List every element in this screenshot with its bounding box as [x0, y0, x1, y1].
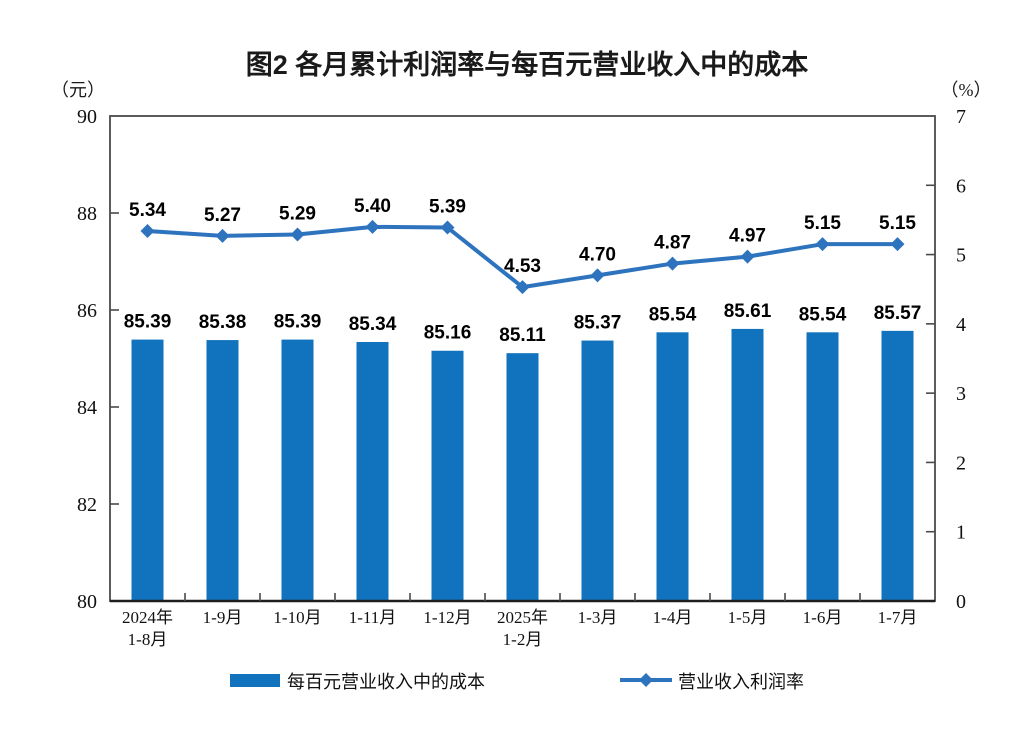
x-category-label: 1-9月: [203, 608, 243, 627]
right-axis-tick-label: 2: [956, 452, 966, 474]
x-category-label: 2025年: [497, 608, 548, 627]
right-axis-tick-label: 5: [956, 245, 966, 267]
right-axis-unit-label: （%）: [941, 80, 992, 100]
bar-value-label: 85.16: [424, 323, 472, 344]
bar-value-label: 85.11: [499, 325, 546, 346]
line-value-label: 4.53: [504, 256, 541, 277]
cost-bar: [731, 328, 764, 601]
diamond-marker-icon: [665, 256, 680, 271]
legend-item-cost: 每百元营业收入中的成本: [230, 672, 485, 692]
line-value-label: 5.34: [129, 200, 166, 221]
line-value-label: 5.27: [204, 205, 241, 226]
bar-value-label: 85.39: [274, 312, 322, 333]
diamond-marker-icon: [290, 227, 305, 242]
legend-label-cost: 每百元营业收入中的成本: [287, 672, 485, 692]
cost-bar: [281, 339, 314, 601]
diamond-marker-icon: [440, 220, 455, 235]
line-value-label: 4.97: [729, 226, 766, 247]
x-category-label: 2024年: [122, 608, 173, 627]
cost-bar: [131, 339, 164, 601]
x-category-label: 1-2月: [503, 630, 543, 649]
x-category-label: 1-7月: [878, 608, 918, 627]
left-axis-tick-label: 82: [77, 494, 97, 516]
chart-title: 图2 各月累计利润率与每百元营业收入中的成本: [246, 49, 809, 80]
bar-value-label: 85.38: [199, 312, 247, 333]
x-category-label: 1-6月: [803, 608, 843, 627]
line-value-label: 5.15: [879, 213, 916, 234]
plot-area: 85.39 85.38 85.39 85.34 85.16 85.11 85.37 85.54…: [77, 106, 966, 649]
left-axis-unit-label: （元）: [51, 80, 105, 100]
right-axis-tick-label: 1: [956, 522, 966, 544]
diamond-marker-icon: [890, 237, 905, 252]
x-category-label: 1-12月: [423, 608, 471, 627]
x-category-label: 1-3月: [578, 608, 618, 627]
left-axis-tick-label: 90: [77, 106, 97, 128]
cost-bar: [881, 330, 914, 601]
left-axis-tick-label: 80: [77, 591, 97, 613]
cost-bar: [581, 340, 614, 601]
bar-value-label: 85.34: [349, 314, 397, 335]
cost-bar: [506, 353, 539, 601]
diamond-marker-icon: [740, 249, 755, 264]
bar-value-label: 85.39: [124, 312, 172, 333]
bar-series-swatch: [230, 674, 280, 687]
cost-bar: [431, 350, 464, 601]
line-value-label: 4.87: [654, 233, 691, 254]
x-category-label: 1-11月: [349, 608, 397, 627]
line-value-label: 5.29: [279, 203, 316, 224]
cost-bar: [356, 342, 389, 601]
bar-value-label: 85.61: [724, 301, 772, 322]
x-category-label: 1-10月: [273, 608, 321, 627]
x-category-label: 1-5月: [728, 608, 768, 627]
right-axis-tick-label: 4: [956, 314, 966, 336]
bar-value-label: 85.37: [574, 313, 622, 334]
left-axis-tick-label: 88: [77, 203, 97, 225]
right-axis-tick-label: 7: [956, 106, 966, 128]
diamond-marker-icon: [815, 237, 830, 252]
line-value-label: 4.70: [579, 244, 616, 265]
cost-bar: [206, 340, 239, 601]
right-axis-tick-label: 3: [956, 383, 966, 405]
cost-bar: [806, 332, 839, 601]
x-category-label: 1-4月: [653, 608, 693, 627]
legend: 每百元营业收入中的成本 营业收入利润率: [230, 672, 804, 692]
legend-label-profit-rate: 营业收入利润率: [678, 672, 804, 692]
diamond-marker-icon: [365, 219, 380, 234]
bar-value-label: 85.54: [649, 304, 697, 325]
diamond-marker-icon: [515, 280, 530, 295]
diamond-marker-icon: [215, 228, 230, 243]
line-value-label: 5.15: [804, 213, 841, 234]
x-category-label: 1-8月: [128, 630, 168, 649]
cost-bar: [656, 332, 689, 601]
left-axis-tick-label: 84: [77, 397, 97, 419]
right-axis-tick-label: 6: [956, 175, 966, 197]
bar-value-label: 85.57: [874, 303, 922, 324]
diamond-marker-icon: [639, 673, 653, 687]
line-value-label: 5.39: [429, 197, 466, 218]
line-value-label: 5.40: [354, 196, 391, 217]
bar-value-label: 85.54: [799, 304, 847, 325]
left-axis-tick-label: 86: [77, 300, 97, 322]
right-axis-tick-label: 0: [956, 591, 966, 613]
diamond-marker-icon: [140, 224, 155, 239]
legend-item-profit-rate: 营业收入利润率: [620, 672, 804, 692]
diamond-marker-icon: [590, 268, 605, 283]
